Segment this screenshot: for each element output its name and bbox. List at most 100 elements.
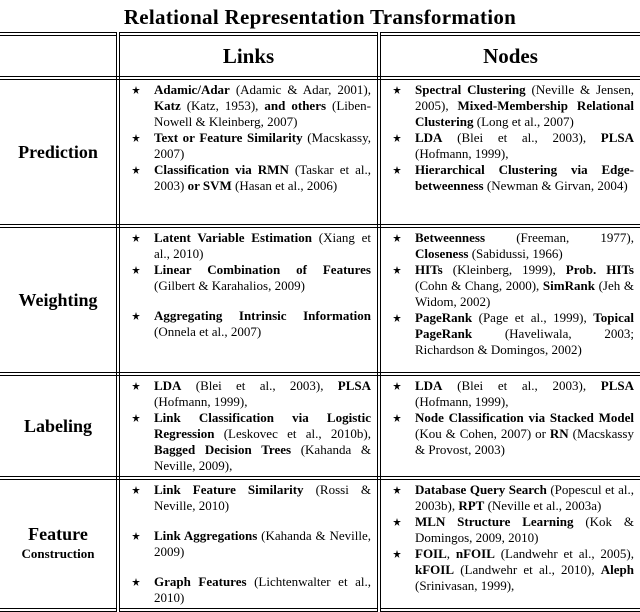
citation: (Kleinberg, 1999), <box>442 262 566 277</box>
citation: (Landwehr et al., 2005), <box>494 546 634 561</box>
list-item: MLN Structure Learning (Kok & Domingos, … <box>387 514 634 546</box>
citation: (Hofmann, 1999), <box>154 394 248 409</box>
method-name: Graph Features <box>154 574 247 589</box>
item-list: Adamic/Adar (Adamic & Adar, 2001), Katz … <box>126 82 371 194</box>
method-name: HITs <box>415 262 443 277</box>
bullet-star <box>393 414 401 422</box>
method-name: Text or Feature Similarity <box>154 130 303 145</box>
method-name: LDA <box>415 130 443 145</box>
bullet-star <box>393 518 401 526</box>
method-name: Adamic/Adar <box>154 82 230 97</box>
corner <box>0 34 120 80</box>
list-item: Node Classification via Stacked Model (K… <box>387 410 634 458</box>
citation: (Gilbert & Karahalios, 2009) <box>154 278 305 293</box>
list-item: PageRank (Page et al., 1999), Topical Pa… <box>387 310 634 358</box>
method-name: SimRank <box>542 278 595 293</box>
method-name: and others <box>264 98 327 113</box>
method-name: PageRank <box>415 310 473 325</box>
citation: (Xiang et al., 2010) <box>154 230 371 261</box>
nodes-cell: Database Query Search (Popescul et al., … <box>379 478 640 610</box>
method-name: Database Query Search <box>415 482 547 497</box>
method-name: Katz <box>154 98 181 113</box>
citation: (Leskovec et al., 2010b), <box>214 426 371 441</box>
row-label: Labeling <box>0 374 120 480</box>
citation: (Newman & Girvan, 2004) <box>483 178 628 193</box>
citation: (Sabidussi, 1966) <box>468 246 563 261</box>
method-name: or SVM <box>187 178 232 193</box>
method-name: PLSA <box>600 130 634 145</box>
list-item: Adamic/Adar (Adamic & Adar, 2001), Katz … <box>126 82 371 130</box>
item-list: LDA (Blei et al., 2003), PLSA (Hofmann, … <box>387 378 634 458</box>
list-item: FOIL, nFOIL (Landwehr et al., 2005), kFO… <box>387 546 634 594</box>
method-name: LDA <box>154 378 182 393</box>
citation: (Hofmann, 1999), <box>415 146 509 161</box>
nodes-cell: Spectral Clustering (Neville & Jensen, 2… <box>379 78 640 228</box>
citation: (Macskassy, 2007) <box>154 130 371 161</box>
bullet-star <box>393 314 401 322</box>
bullet-star <box>132 486 140 494</box>
list-item: Latent Variable Estimation (Xiang et al.… <box>126 230 371 262</box>
method-name: Spectral Clustering <box>415 82 526 97</box>
item-list: Spectral Clustering (Neville & Jensen, 2… <box>387 82 634 194</box>
citation: (Srinivasan, 1999), <box>415 578 515 593</box>
citation: (Neville & Jensen, 2005), <box>415 82 634 113</box>
list-item: HITs (Kleinberg, 1999), Prob. HITs (Cohn… <box>387 262 634 310</box>
links-cell: LDA (Blei et al., 2003), PLSA (Hofmann, … <box>118 374 381 480</box>
citation: (Onnela et al., 2007) <box>154 324 262 339</box>
bullet-star <box>393 550 401 558</box>
list-item: Link Classification via Logistic Regress… <box>126 410 371 474</box>
method-name: Aggregating Intrinsic Information <box>154 308 371 323</box>
list-item: LDA (Blei et al., 2003), PLSA (Hofmann, … <box>126 378 371 410</box>
row-label: Prediction <box>0 78 120 228</box>
citation: (Neville et al., 2003a) <box>484 498 602 513</box>
method-name: PLSA <box>337 378 371 393</box>
bullet-star <box>393 382 401 390</box>
list-item: Database Query Search (Popescul et al., … <box>387 482 634 514</box>
citation: (Landwehr et al., 2010), <box>454 562 601 577</box>
citation: (Kahanda & Neville, 2009), <box>154 442 372 473</box>
citation: (Blei et al., 2003), <box>442 378 601 393</box>
method-name: LDA <box>415 378 443 393</box>
method-name: FOIL <box>415 546 447 561</box>
nodes-cell: Betweenness (Freeman, 1977), Closeness (… <box>379 226 640 376</box>
row-sublabel: Construction <box>21 546 95 561</box>
list-item: Spectral Clustering (Neville & Jensen, 2… <box>387 82 634 130</box>
method-name: Bagged Decision Trees <box>154 442 292 457</box>
bullet-star <box>132 414 140 422</box>
row-label-text: Prediction <box>18 142 98 162</box>
bullet-star <box>132 312 140 320</box>
bullet-star <box>393 234 401 242</box>
table-title: Relational Representation Transformation <box>123 5 517 29</box>
method-name: kFOIL <box>415 562 455 577</box>
citation: (Hasan et al., 2006) <box>231 178 338 193</box>
method-name: Link Classification via Logistic Regress… <box>154 410 371 441</box>
citation: (Rossi & Neville, 2010) <box>154 482 371 513</box>
list-item: Aggregating Intrinsic Information (Onnel… <box>126 308 371 340</box>
column-header: Nodes <box>379 34 640 80</box>
method-name: Closeness <box>415 246 469 261</box>
bullet-star <box>132 86 140 94</box>
citation: (Long et al., 2007) <box>473 114 574 129</box>
table-row: Feature Construction Link Feature Similari… <box>0 478 640 610</box>
list-item: Graph Features (Lichtenwalter et al., 20… <box>126 574 371 606</box>
citation: (Kahanda & Neville, 2009) <box>154 528 371 559</box>
item-list: Database Query Search (Popescul et al., … <box>387 482 634 594</box>
list-item: Linear Combination of Features (Gilbert … <box>126 262 371 294</box>
method-name: Link Feature Similarity <box>154 482 304 497</box>
table-row: Labeling LDA (Blei et al., 2003), PLSA (H… <box>0 374 640 480</box>
table-body: Prediction Adamic/Adar (Adamic & Adar, 20… <box>0 78 640 610</box>
links-cell: Latent Variable Estimation (Xiang et al.… <box>118 226 381 376</box>
method-name: nFOIL <box>455 546 495 561</box>
citation: (Liben-Nowell & Kleinberg, 2007) <box>154 98 372 129</box>
citation: (Macskassy & Provost, 2003) <box>415 426 634 457</box>
bullet-star <box>393 486 401 494</box>
list-item: Link Aggregations (Kahanda & Neville, 20… <box>126 528 371 560</box>
row-label-text: Weighting <box>18 290 98 310</box>
list-item: Classification via RMN (Taskar et al., 2… <box>126 162 371 194</box>
citation: (Popescul et al., 2003b), <box>415 482 634 513</box>
citation: (Haveliwala, 2003; Richardson & Domingos… <box>415 326 634 357</box>
method-name: Betweenness <box>415 230 486 245</box>
header-row: Links Nodes <box>0 34 640 80</box>
method-name: MLN Structure Learning <box>415 514 574 529</box>
method-name: Prob. HITs <box>565 262 634 277</box>
